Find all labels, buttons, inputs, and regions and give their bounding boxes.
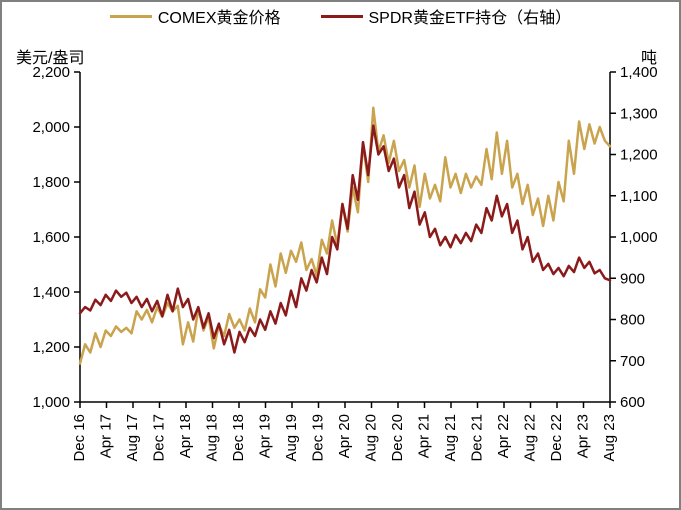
svg-text:1,800: 1,800	[32, 174, 70, 191]
chart-container: COMEX黄金价格 SPDR黄金ETF持仓（右轴） 美元/盎司 吨 1,0001…	[0, 0, 681, 510]
svg-text:1,400: 1,400	[32, 284, 70, 301]
svg-text:Dec 21: Dec 21	[469, 414, 486, 462]
svg-text:800: 800	[620, 312, 645, 329]
svg-text:1,600: 1,600	[32, 229, 70, 246]
svg-text:Dec 22: Dec 22	[548, 414, 565, 462]
svg-text:Apr 20: Apr 20	[336, 414, 353, 458]
svg-text:Apr 17: Apr 17	[98, 414, 115, 458]
svg-text:Apr 22: Apr 22	[495, 414, 512, 458]
svg-text:1,200: 1,200	[32, 339, 70, 356]
svg-text:Dec 18: Dec 18	[230, 414, 247, 462]
svg-text:Aug 20: Aug 20	[363, 414, 380, 462]
svg-text:1,100: 1,100	[620, 188, 658, 205]
chart-svg: 1,000 1,200 1,400 1,600 1,800 2,000 2,200 600 70…	[2, 2, 679, 508]
svg-text:Aug 17: Aug 17	[124, 414, 141, 462]
svg-text:1,200: 1,200	[620, 147, 658, 164]
svg-text:Apr 18: Apr 18	[177, 414, 194, 458]
svg-text:Apr 23: Apr 23	[575, 414, 592, 458]
svg-text:600: 600	[620, 394, 645, 411]
svg-text:Dec 16: Dec 16	[71, 414, 88, 462]
svg-text:Aug 23: Aug 23	[601, 414, 618, 462]
svg-text:2,200: 2,200	[32, 64, 70, 81]
svg-text:Dec 20: Dec 20	[389, 414, 406, 462]
svg-text:700: 700	[620, 353, 645, 370]
svg-text:Dec 19: Dec 19	[310, 414, 327, 462]
svg-text:Aug 19: Aug 19	[283, 414, 300, 462]
svg-text:Aug 18: Aug 18	[204, 414, 221, 462]
svg-text:1,300: 1,300	[620, 105, 658, 122]
svg-text:900: 900	[620, 270, 645, 287]
svg-text:Dec 17: Dec 17	[151, 414, 168, 462]
svg-text:Aug 22: Aug 22	[522, 414, 539, 462]
svg-text:1,400: 1,400	[620, 64, 658, 81]
svg-text:1,000: 1,000	[620, 229, 658, 246]
svg-text:Apr 19: Apr 19	[257, 414, 274, 458]
svg-text:Apr 21: Apr 21	[416, 414, 433, 458]
svg-text:1,000: 1,000	[32, 394, 70, 411]
svg-text:Aug 21: Aug 21	[442, 414, 459, 462]
svg-text:2,000: 2,000	[32, 119, 70, 136]
